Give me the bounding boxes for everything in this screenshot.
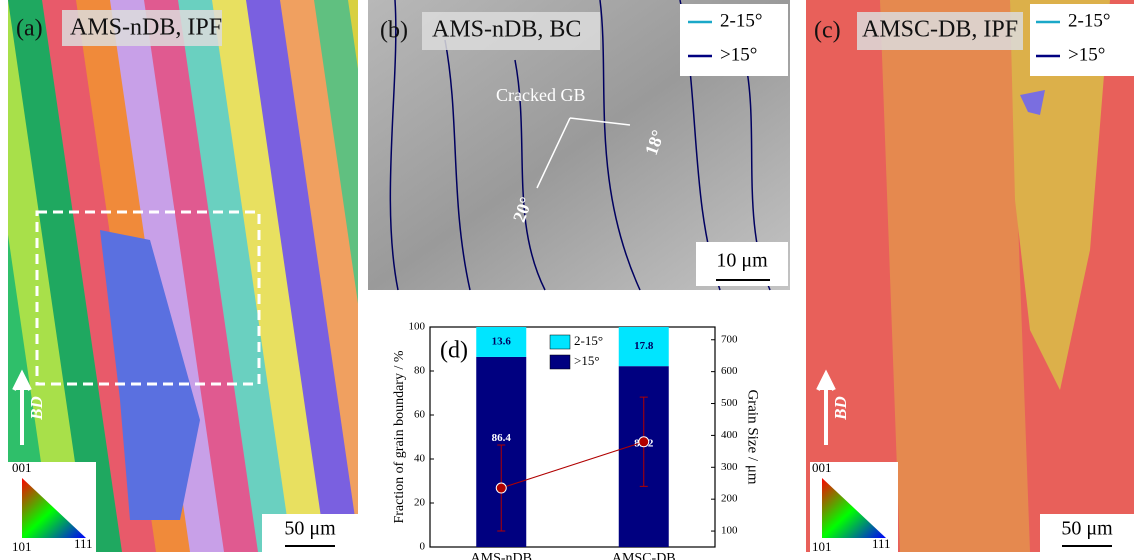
y2-tick-label: 600 (721, 365, 738, 377)
panel-label: (c) (814, 18, 841, 44)
point (638, 436, 650, 448)
panel-title: AMS-nDB, IPF (70, 15, 222, 41)
legend-swatch (549, 334, 571, 350)
arrow (536, 117, 631, 189)
y2-axis-label: Grain Size / μm (745, 389, 761, 484)
data-label: 86.4 (492, 432, 512, 444)
triangle-label: 111 (872, 536, 891, 551)
grain (314, 0, 358, 304)
data-label: 17.8 (634, 340, 654, 352)
triangle-label: 111 (74, 536, 93, 551)
y2-tick-label: 400 (721, 429, 738, 441)
triangle-label: 101 (812, 539, 832, 554)
title-box (62, 10, 222, 46)
y-tick-label: 60 (414, 409, 426, 421)
panel-a: (a) AMS-nDB, IPF BD 001 101 111 50 μm (8, 0, 358, 554)
title-box (422, 12, 600, 50)
legend-box (1030, 4, 1134, 76)
triangle-label: 101 (12, 539, 32, 554)
legend-label: 2-15° (574, 333, 603, 348)
panel-title: AMSC-DB, IPF (862, 17, 1018, 43)
x-tick-label: AMS-nDB (471, 551, 532, 560)
x-tick-label: AMSC-DB (612, 551, 676, 560)
ipf-triangle (822, 478, 886, 538)
legend-label: 2-15° (720, 10, 762, 31)
legend-label: >15° (574, 353, 600, 368)
y2-tick-label: 300 (721, 461, 738, 473)
legend-swatch (549, 354, 571, 370)
grain (348, 0, 358, 69)
panel-label: (d) (440, 338, 468, 364)
title-box (857, 12, 1023, 50)
y2-tick-label: 700 (721, 333, 738, 345)
arrow (816, 369, 836, 445)
triangle-label: 001 (12, 460, 32, 475)
region-box (35, 210, 261, 386)
scale-box (696, 242, 788, 286)
annotation: Cracked GB (496, 85, 585, 105)
line (501, 441, 644, 489)
bar-segment (476, 327, 527, 357)
point (495, 482, 507, 494)
panel-label: (a) (16, 16, 43, 42)
y2-tick-label: 200 (721, 493, 738, 505)
ipf-triangle (22, 478, 86, 538)
arrow (12, 369, 32, 445)
direction-label: BD (27, 396, 46, 421)
y-tick-label: 80 (414, 365, 426, 377)
grain (1020, 90, 1045, 115)
panel-b: (b) AMS-nDB, BC 2-15° >15° Cracked GB 18… (368, 0, 790, 291)
y-tick-label: 0 (420, 541, 426, 553)
panel-label: (b) (380, 18, 408, 44)
plot-frame (429, 326, 716, 548)
legend-label: >15° (720, 44, 757, 65)
legend-label: 2-15° (1068, 10, 1110, 31)
scale-bar-label: 10 μm (716, 250, 768, 272)
panel-title: AMS-nDB, BC (432, 17, 581, 43)
legend-box (680, 4, 788, 76)
grain (100, 230, 200, 520)
direction-label: BD (831, 396, 850, 421)
y2-tick-label: 100 (721, 525, 738, 537)
y-tick-label: 20 (414, 497, 426, 509)
y-axis-label: Fraction of grain boundary / % (392, 350, 407, 523)
scale-bar-label: 50 μm (284, 518, 336, 540)
grain (880, 0, 1030, 552)
scale-bar-label: 50 μm (1061, 518, 1113, 540)
bar-segment (618, 327, 669, 367)
data-label: 13.6 (492, 335, 512, 347)
triangle-label: 001 (812, 460, 832, 475)
panel-d: (d) Fraction of grain boundary / % Grain… (392, 321, 760, 560)
panel-c: (c) AMSC-DB, IPF 2-15° >15° BD 001 101 1… (806, 0, 1134, 554)
y2-tick-label: 500 (721, 397, 738, 409)
y-tick-label: 100 (409, 321, 426, 333)
legend-label: >15° (1068, 44, 1105, 65)
y-tick-label: 40 (414, 453, 426, 465)
